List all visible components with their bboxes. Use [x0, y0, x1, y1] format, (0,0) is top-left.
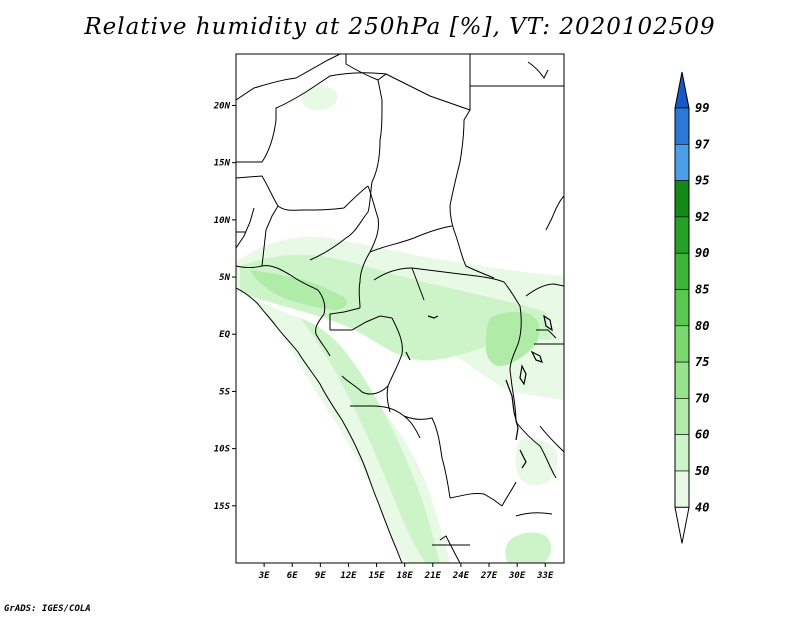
- colorbar-label: 90: [695, 246, 709, 260]
- colorbar-label: 85: [695, 283, 709, 297]
- colorbar-box: [674, 398, 690, 435]
- lat-label: 15N: [214, 159, 231, 169]
- colorbar-box: [674, 361, 690, 399]
- colorbar-box: [674, 434, 690, 472]
- colorbar-label: 40: [695, 500, 709, 514]
- longitude-axis: 3E 6E 9E 12E 15E 18E 21E 24E 27E 30E 33E: [258, 563, 554, 581]
- humidity-fill: [236, 86, 564, 563]
- colorbar-box: [674, 180, 690, 218]
- colorbar-top-arrow: [674, 71, 690, 109]
- colorbar-label: 92: [695, 210, 709, 224]
- colorbar-label: 80: [695, 319, 709, 333]
- colorbar-label: 95: [695, 174, 709, 188]
- colorbar: 40 50 60 70 75 80 85 90 92 95 97 99: [674, 71, 710, 544]
- lon-label: 18E: [397, 571, 414, 581]
- country-borders: [236, 54, 564, 563]
- lon-label: 21E: [424, 571, 442, 581]
- grads-credit: GrADS: IGES/COLA: [4, 604, 91, 614]
- lat-label: 10S: [214, 445, 231, 455]
- colorbar-bottom-arrow: [674, 506, 690, 544]
- lon-label: 6E: [287, 571, 298, 581]
- lat-label: 10N: [214, 216, 231, 226]
- colorbar-label: 70: [695, 391, 709, 405]
- colorbar-box: [674, 289, 690, 327]
- colorbar-box: [674, 144, 690, 181]
- colorbar-label: 50: [695, 464, 709, 478]
- lon-label: 33E: [536, 571, 554, 581]
- colorbar-box: [674, 470, 690, 508]
- colorbar-label: 75: [695, 355, 709, 369]
- lon-label: 30E: [508, 571, 526, 581]
- colorbar-box: [674, 107, 690, 145]
- lat-label: 15S: [214, 502, 231, 512]
- colorbar-label: 99: [695, 101, 709, 115]
- lon-label: 15E: [368, 571, 385, 581]
- lat-label: 5S: [219, 387, 230, 397]
- lat-label: 5N: [219, 273, 230, 283]
- lakes: [405, 314, 553, 469]
- latitude-axis: 20N 15N 10N 5N EQ 5S 10S 15S: [213, 101, 236, 512]
- lon-label: 12E: [340, 571, 357, 581]
- lon-label: 24E: [452, 571, 470, 581]
- map-frame: [235, 53, 565, 564]
- colorbar-label: 97: [695, 137, 710, 151]
- colorbar-box: [674, 252, 690, 290]
- colorbar-box: [674, 325, 690, 363]
- map-title: Relative humidity at 250hPa [%], VT: 202…: [84, 14, 716, 40]
- lat-label: EQ: [219, 330, 230, 340]
- colorbar-box: [674, 216, 690, 254]
- lon-label: 27E: [480, 571, 498, 581]
- lon-label: 3E: [258, 571, 270, 581]
- lon-label: 9E: [315, 571, 326, 581]
- colorbar-label: 60: [695, 428, 709, 442]
- lat-label: 20N: [213, 101, 231, 111]
